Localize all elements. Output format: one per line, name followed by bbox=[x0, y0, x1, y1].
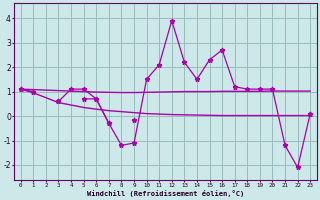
X-axis label: Windchill (Refroidissement éolien,°C): Windchill (Refroidissement éolien,°C) bbox=[87, 190, 244, 197]
